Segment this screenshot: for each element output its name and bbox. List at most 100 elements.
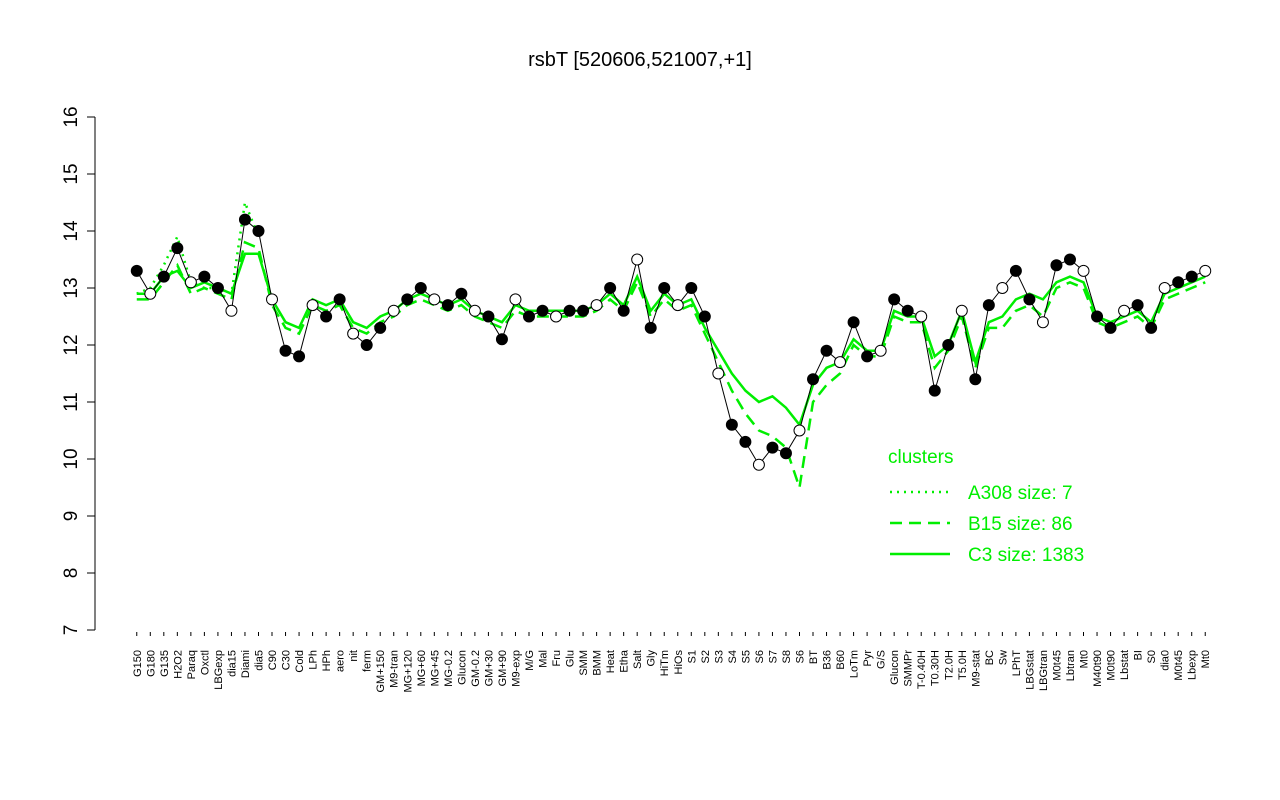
cluster-line — [136, 240, 1206, 488]
x-tick-label: S6 — [794, 650, 806, 663]
legend-title: clusters — [888, 447, 953, 468]
x-tick-label: HiOs — [673, 650, 685, 675]
y-tick-label: 11 — [61, 392, 82, 412]
data-point — [144, 287, 157, 300]
x-tick-label: BC — [984, 650, 996, 665]
x-tick-label: M9-tran — [389, 650, 401, 688]
x-tick-label: M40t90 — [1092, 650, 1104, 687]
data-point — [1104, 321, 1117, 334]
data-point — [401, 293, 414, 306]
x-tick-label: Lbtran — [1065, 650, 1077, 681]
data-point — [428, 293, 441, 306]
x-tick-label: LPh — [308, 650, 320, 670]
y-tick-label: 7 — [61, 625, 82, 636]
data-point — [1063, 253, 1076, 266]
data-point — [1185, 270, 1198, 283]
data-point — [374, 321, 387, 334]
data-point — [293, 350, 306, 363]
x-tick-label: HPh — [321, 650, 333, 671]
data-point — [1023, 293, 1036, 306]
data-point — [441, 299, 454, 312]
x-tick-label: M9-stat — [970, 650, 982, 687]
data-point — [1131, 299, 1144, 312]
x-tick-label: Glu — [565, 650, 577, 667]
data-point — [671, 299, 684, 312]
data-point — [617, 304, 630, 317]
data-point — [320, 310, 333, 323]
x-tick-label: B60 — [835, 650, 847, 670]
x-tick-label: S2 — [700, 650, 712, 663]
x-tick-label: aero — [335, 650, 347, 672]
data-point — [874, 344, 887, 357]
x-tick-label: BI — [1133, 650, 1145, 660]
x-tick-label: dia5 — [253, 650, 265, 671]
x-tick-label: M9-exp — [510, 650, 522, 687]
data-point — [847, 316, 860, 329]
x-tick-label: Salt — [632, 650, 644, 669]
data-point — [861, 350, 874, 363]
data-point — [685, 282, 698, 294]
y-tick-label: 14 — [61, 220, 82, 242]
y-tick-label: 15 — [61, 163, 82, 184]
x-tick-label: T-0.40H — [916, 650, 928, 689]
data-point — [509, 293, 522, 306]
data-point — [1145, 321, 1158, 334]
data-point — [157, 270, 170, 283]
x-tick-label: M/G — [524, 650, 536, 671]
data-point — [171, 242, 184, 255]
data-point — [928, 384, 941, 397]
data-point — [644, 321, 657, 334]
x-tick-label: dia15 — [226, 650, 238, 677]
data-line — [136, 218, 1206, 466]
x-tick-label: B36 — [822, 650, 834, 670]
x-tick-label: Mal — [538, 650, 550, 668]
data-point — [563, 304, 576, 317]
x-tick-label: LBGexp — [213, 650, 225, 690]
data-point — [955, 304, 968, 317]
y-tick-label: 8 — [61, 568, 82, 579]
data-point — [996, 282, 1009, 294]
x-tick-label: MG-0.2 — [443, 650, 455, 687]
x-tick-label: LBGstat — [1024, 650, 1036, 690]
data-point — [1009, 264, 1022, 277]
data-point — [807, 373, 820, 386]
x-tick-label: T0.30H — [930, 650, 942, 686]
x-tick-label: C30 — [281, 650, 293, 670]
data-point — [712, 367, 725, 380]
data-point — [1199, 264, 1212, 277]
y-tick-label: 16 — [61, 106, 82, 127]
data-point — [888, 293, 901, 306]
data-point — [969, 373, 982, 386]
x-tick-label: M0t45 — [1051, 650, 1063, 681]
data-point — [360, 339, 373, 351]
x-tick-label: MG+60 — [416, 650, 428, 686]
data-point — [522, 310, 535, 323]
x-tick-label: S7 — [767, 650, 779, 663]
x-tick-label: S0 — [1146, 650, 1158, 663]
data-point — [631, 253, 644, 266]
x-tick-label: G150 — [132, 650, 144, 677]
x-tick-label: G180 — [145, 650, 157, 677]
data-point — [482, 310, 495, 323]
x-tick-label: S5 — [740, 650, 752, 663]
x-tick-label: HiTm — [659, 650, 671, 676]
x-tick-label: Gly — [646, 650, 658, 667]
x-tick-label: SMM — [578, 650, 590, 676]
data-point — [225, 304, 238, 317]
x-tick-label: ferm — [362, 650, 374, 672]
x-tick-label: Mt0 — [1079, 650, 1091, 668]
y-tick-label: 12 — [61, 334, 82, 355]
data-point — [414, 282, 427, 294]
data-point — [982, 299, 995, 312]
data-point — [766, 441, 779, 454]
x-tick-label: LPhT — [1011, 650, 1023, 677]
y-tick-label: 13 — [61, 277, 82, 298]
data-point — [1158, 282, 1171, 294]
x-tick-label: Mt0 — [1200, 650, 1212, 668]
legend-label: A308 size: 7 — [968, 483, 1073, 504]
chart-title: rsbT [520606,521007,+1] — [528, 49, 752, 71]
data-point — [184, 276, 197, 289]
x-tick-label: Pyr — [862, 650, 874, 667]
x-tick-label: MG+45 — [429, 650, 441, 686]
